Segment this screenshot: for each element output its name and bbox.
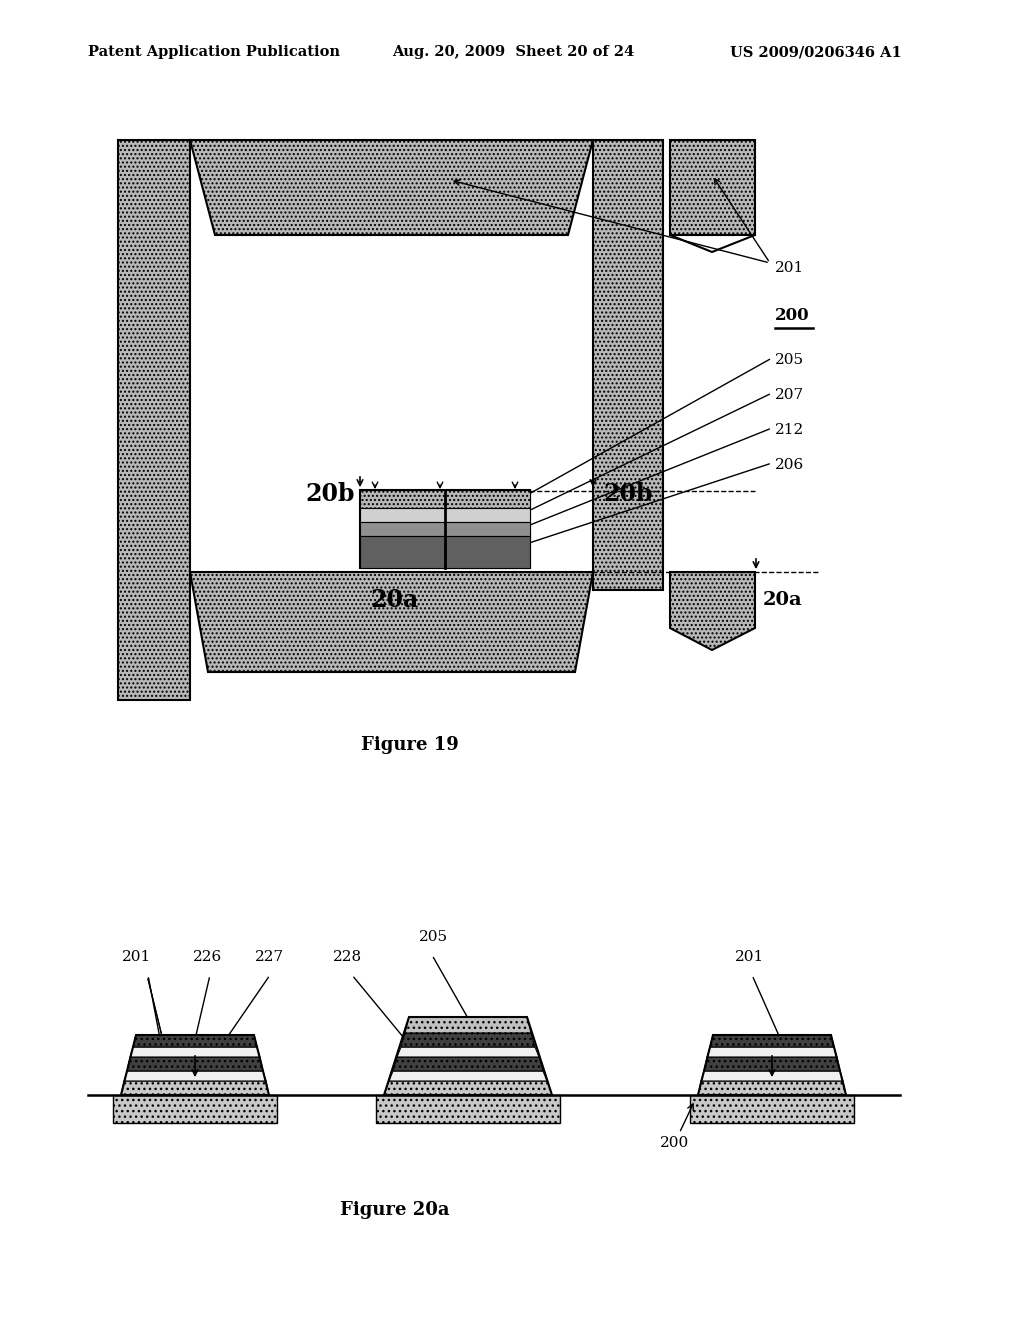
Text: 200: 200 [660,1104,693,1150]
Polygon shape [705,1057,840,1071]
Polygon shape [384,1081,552,1096]
Polygon shape [389,1071,547,1081]
Text: 205: 205 [775,352,804,367]
Bar [360,490,530,568]
Polygon shape [121,1081,269,1096]
Polygon shape [397,1047,539,1057]
Bar [360,508,530,521]
Text: Patent Application Publication: Patent Application Publication [88,45,340,59]
Text: 20a: 20a [763,591,803,609]
Polygon shape [707,1047,837,1057]
Text: Aug. 20, 2009  Sheet 20 of 24: Aug. 20, 2009 Sheet 20 of 24 [392,45,634,59]
Polygon shape [130,1047,260,1057]
Text: 207: 207 [775,388,804,403]
Polygon shape [190,572,593,672]
Bar [360,536,530,568]
Polygon shape [113,1096,278,1123]
Polygon shape [124,1071,266,1081]
Text: 20b: 20b [305,482,354,506]
Polygon shape [376,1096,560,1123]
Polygon shape [710,1035,834,1047]
Text: 205: 205 [419,931,449,944]
Text: Figure 19: Figure 19 [361,737,459,754]
Text: 226: 226 [193,950,222,964]
Text: 20b: 20b [603,482,652,506]
Text: Figure 20a: Figure 20a [340,1201,450,1218]
Bar [360,521,530,536]
Bar [360,490,530,508]
Text: 201: 201 [735,950,764,964]
Text: 201: 201 [775,261,804,275]
Polygon shape [393,1057,543,1071]
Polygon shape [190,140,593,235]
Polygon shape [133,1035,257,1047]
Text: 228: 228 [333,950,362,964]
Polygon shape [406,1016,531,1034]
Polygon shape [127,1057,263,1071]
Text: 227: 227 [255,950,284,964]
Polygon shape [670,572,755,649]
Bar [118,140,190,700]
Text: 206: 206 [775,458,804,473]
Text: 201: 201 [122,950,152,964]
Bar [670,140,755,235]
Text: 200: 200 [775,306,810,323]
Text: 20a: 20a [370,587,418,612]
Text: US 2009/0206346 A1: US 2009/0206346 A1 [730,45,902,59]
Polygon shape [401,1034,535,1047]
Polygon shape [701,1071,843,1081]
Text: 212: 212 [775,422,804,437]
Bar [593,140,663,590]
Polygon shape [698,1081,846,1096]
Polygon shape [690,1096,854,1123]
